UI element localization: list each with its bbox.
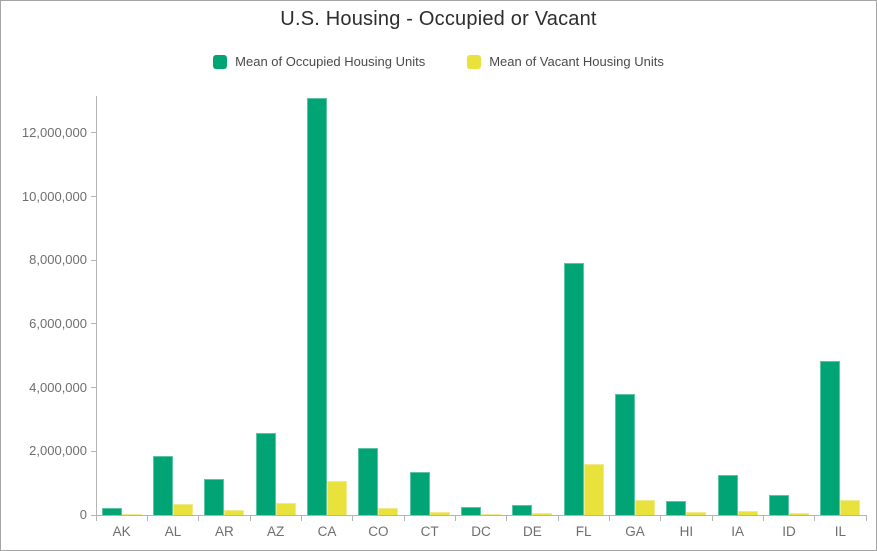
y-tick-label: 2,000,000 <box>29 443 87 459</box>
y-tick <box>91 450 96 452</box>
bar-occupied-CO <box>358 448 379 515</box>
bar-vacant-CA <box>327 480 347 515</box>
x-tick-label-FL: FL <box>575 524 592 539</box>
bar-vacant-AK <box>121 513 142 515</box>
bar-occupied-DC <box>461 506 481 515</box>
y-tick-label: 6,000,000 <box>29 315 87 331</box>
x-tick-label-AL: AL <box>164 524 182 539</box>
bar-vacant-GA <box>635 500 655 515</box>
x-tick-label-ID: ID <box>782 524 796 539</box>
y-tick <box>91 387 96 389</box>
bar-occupied-AK <box>101 507 122 515</box>
x-tick <box>711 515 713 521</box>
y-tick <box>91 323 96 325</box>
x-tick-label-IA: IA <box>731 524 745 539</box>
legend-item-vacant: Mean of Vacant Housing Units <box>467 54 664 69</box>
x-tick-label-DE: DE <box>522 524 542 539</box>
x-tick-label-AZ: AZ <box>267 524 285 539</box>
bar-occupied-IA <box>717 475 738 515</box>
x-tick <box>557 515 559 521</box>
bar-vacant-AL <box>173 503 193 515</box>
bar-occupied-AZ <box>255 432 276 515</box>
bar-occupied-AL <box>153 456 173 515</box>
bar-vacant-DC <box>481 513 501 515</box>
bar-vacant-ID <box>789 512 809 515</box>
x-tick-label-HI: HI <box>679 524 694 539</box>
bar-vacant-AR <box>224 509 245 515</box>
x-tick-label-CO: CO <box>368 524 389 539</box>
bar-vacant-HI <box>686 512 707 515</box>
y-tick-label: 4,000,000 <box>29 379 87 395</box>
bar-occupied-CT <box>409 471 430 515</box>
legend-label-vacant: Mean of Vacant Housing Units <box>489 54 664 69</box>
x-tick-label-CT: CT <box>420 524 439 539</box>
plot-area: 0 2,000,000 4,000,000 6,000,000 8,000,000 10,… <box>22 96 867 539</box>
chart-title: U.S. Housing - Occupied or Vacant <box>280 8 597 30</box>
y-tick-label: 0 <box>79 507 87 522</box>
x-tick-label-CA: CA <box>317 524 337 539</box>
x-tick <box>249 515 251 521</box>
bar-occupied-IL <box>820 360 841 515</box>
bar-occupied-DE <box>512 504 533 515</box>
bar-vacant-DE <box>532 512 553 515</box>
x-tick <box>454 515 456 521</box>
legend: Mean of Occupied Housing Units Mean of V… <box>1 54 876 69</box>
bar-vacant-CO <box>378 508 399 515</box>
bar-vacant-IL <box>840 500 861 515</box>
legend-label-occupied: Mean of Occupied Housing Units <box>235 54 426 69</box>
bar-occupied-HI <box>666 501 687 515</box>
x-tick <box>762 515 764 521</box>
y-tick <box>91 514 96 516</box>
x-tick <box>608 515 610 521</box>
x-tick-label-AK: AK <box>112 524 131 539</box>
bar-occupied-ID <box>769 495 789 515</box>
y-tick <box>91 259 96 261</box>
x-tick <box>403 515 405 521</box>
bar-vacant-CT <box>429 511 450 515</box>
x-tick <box>506 515 508 521</box>
x-tick-label-GA: GA <box>625 524 645 539</box>
x-axis-line <box>96 515 866 516</box>
bar-vacant-IA <box>737 511 758 515</box>
y-tick <box>91 196 96 198</box>
x-tick-label-IL: IL <box>834 524 846 539</box>
bar-occupied-FL <box>563 263 584 515</box>
legend-swatch-occupied-icon <box>213 54 228 69</box>
y-tick-label: 10,000,000 <box>21 188 87 204</box>
x-tick <box>95 515 97 521</box>
y-tick-label: 12,000,000 <box>21 124 87 140</box>
x-tick <box>146 515 148 521</box>
y-axis-line <box>96 96 97 515</box>
x-tick <box>814 515 816 521</box>
bar-occupied-AR <box>204 479 225 515</box>
x-tick <box>865 515 867 521</box>
y-tick <box>91 132 96 134</box>
x-tick <box>660 515 662 521</box>
bar-occupied-GA <box>615 394 635 515</box>
x-tick <box>352 515 354 521</box>
x-tick <box>300 515 302 521</box>
x-tick-label-DC: DC <box>471 524 491 539</box>
y-tick-label: 8,000,000 <box>29 252 87 268</box>
bar-vacant-FL <box>583 464 604 515</box>
bar-occupied-CA <box>307 97 327 515</box>
x-tick-label-AR: AR <box>214 524 234 539</box>
legend-item-occupied: Mean of Occupied Housing Units <box>213 54 425 69</box>
x-tick <box>198 515 200 521</box>
legend-swatch-vacant-icon <box>467 54 482 69</box>
bar-vacant-AZ <box>275 503 296 515</box>
